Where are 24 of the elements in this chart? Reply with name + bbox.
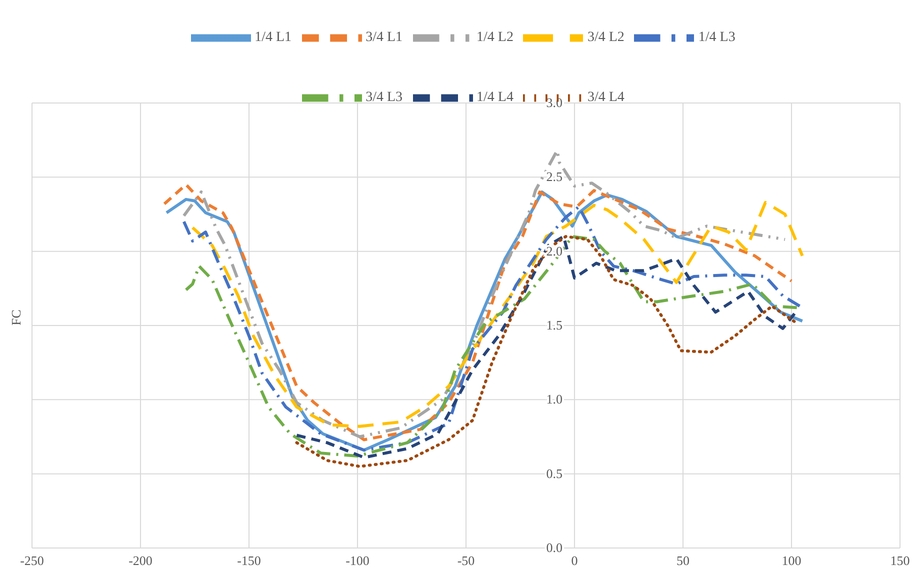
- y-tick-label: 0.0: [546, 540, 562, 555]
- legend-label: 3/4 L4: [587, 90, 624, 106]
- legend-label: 1/4 L4: [476, 90, 514, 106]
- x-tick-label: -50: [457, 553, 475, 568]
- y-tick-label: 1.0: [546, 392, 562, 407]
- x-tick-label: -150: [237, 553, 261, 568]
- x-tick-label: 150: [890, 553, 910, 568]
- legend-label: 3/4 L3: [366, 90, 403, 106]
- legend-label: 3/4 L2: [587, 30, 624, 46]
- x-tick-label: -250: [20, 553, 44, 568]
- x-tick-label: -200: [128, 553, 152, 568]
- legend-label: 1/4 L2: [476, 30, 514, 46]
- x-tick-label: 0: [571, 553, 578, 568]
- legend-label: 1/4 L3: [698, 30, 736, 46]
- y-tick-label: 1.5: [546, 318, 562, 332]
- y-tick-label: 0.5: [546, 466, 562, 481]
- y-axis-title: FC: [8, 310, 24, 326]
- line-series: [184, 235, 800, 458]
- legend-label: 1/4 L1: [254, 30, 292, 46]
- x-tick-label: 50: [676, 553, 690, 568]
- y-tick-label: 2.5: [546, 169, 562, 184]
- x-tick-label: -100: [346, 553, 370, 568]
- legend-label: 3/4 L1: [366, 30, 403, 46]
- x-tick-label: 100: [782, 553, 802, 568]
